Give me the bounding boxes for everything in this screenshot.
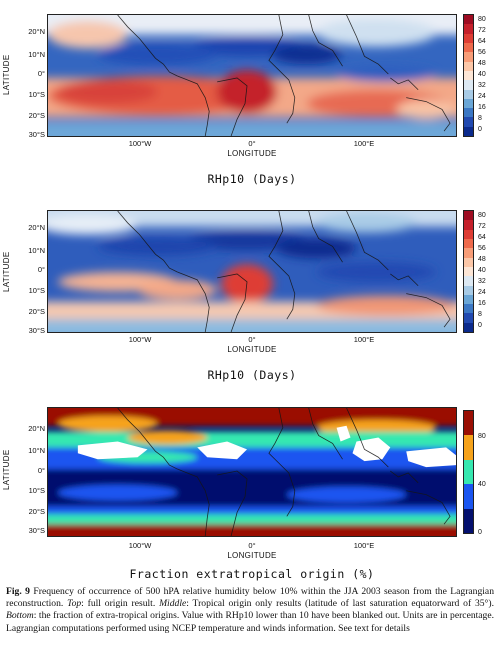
caption-text: Frequency of occurrence of 500 hPA relat… <box>6 586 494 610</box>
bottom-xlabel: LONGITUDE <box>227 551 277 560</box>
top-cb-tick: 48 <box>478 60 486 67</box>
top-lat-tick: 20°S <box>28 111 45 120</box>
top-lon-tick: 100°E <box>353 139 375 148</box>
bottom-map-field <box>48 408 456 536</box>
top-lat-tick: 20°N <box>28 27 45 36</box>
middle-xlabel: LONGITUDE <box>227 345 277 354</box>
middle-cb-tick: 24 <box>478 289 486 296</box>
top-cb-tick: 32 <box>478 82 486 89</box>
middle-cb-tick: 72 <box>478 223 486 230</box>
middle-lat-tick: 10°S <box>28 286 45 295</box>
top-cb-tick: 24 <box>478 93 486 100</box>
top-panel: LATITUDE 20°N 10°N 0° 10°S 20°S 30°S <box>0 0 499 190</box>
bottom-lon-tick: 0° <box>248 541 256 550</box>
bottom-lon-tick: 100°E <box>353 541 375 550</box>
top-subtitle: RHp10 (Days) <box>207 172 297 186</box>
middle-lat-tick: 10°N <box>28 246 45 255</box>
top-lat-tick: 0° <box>37 69 45 78</box>
middle-map <box>47 210 457 333</box>
middle-lat-tick: 30°S <box>28 326 45 335</box>
top-cb-tick: 40 <box>478 71 486 78</box>
bottom-lat-tick: 10°N <box>28 446 45 455</box>
middle-colorbar <box>463 210 474 333</box>
top-lon-tick: 0° <box>248 139 256 148</box>
top-lon-tick: 100°W <box>128 139 152 148</box>
top-cb-tick: 80 <box>478 16 486 23</box>
top-xlabel: LONGITUDE <box>227 149 277 158</box>
bottom-map <box>47 407 457 537</box>
bottom-subtitle: Fraction extratropical origin (%) <box>129 567 375 581</box>
middle-cb-tick: 0 <box>478 322 482 329</box>
top-cb-tick: 56 <box>478 49 486 56</box>
bottom-lon-tick: 100°W <box>128 541 152 550</box>
caption-top-label: Top <box>67 598 82 610</box>
bottom-lat-tick: 0° <box>37 466 45 475</box>
caption-fig-label: Fig. 9 <box>6 586 30 597</box>
middle-panel: LATITUDE 20°N 10°N 0° 10°S 20°S 30°S <box>2 210 486 382</box>
caption-bottom-label: Bottom <box>6 610 34 622</box>
middle-lat-tick: 20°N <box>28 223 45 232</box>
middle-cb-tick: 56 <box>478 245 486 252</box>
middle-cb-tick: 64 <box>478 234 486 241</box>
top-cb-tick: 8 <box>478 115 482 122</box>
bottom-ylabel: LATITUDE <box>2 449 11 491</box>
bottom-colorbar <box>463 410 474 534</box>
caption-text: : the fraction of extra-tropical origins… <box>6 610 494 634</box>
middle-map-field <box>48 211 456 332</box>
top-map-field <box>48 15 456 136</box>
bottom-lat-tick: 20°S <box>28 507 45 516</box>
middle-lon-tick: 100°E <box>353 335 375 344</box>
middle-lon-tick: 100°W <box>128 335 152 344</box>
middle-cb-tick: 8 <box>478 311 482 318</box>
caption-middle-label: Middle <box>159 598 187 610</box>
middle-cb-tick: 40 <box>478 267 486 274</box>
middle-cb-tick: 48 <box>478 256 486 263</box>
top-colorbar <box>463 14 474 137</box>
caption-text: : full origin result. <box>81 598 160 610</box>
top-cb-tick: 64 <box>478 38 486 45</box>
top-cb-tick: 16 <box>478 104 486 111</box>
top-map <box>47 14 457 137</box>
top-lat-tick: 10°S <box>28 90 45 99</box>
bottom-cb-tick: 80 <box>478 433 486 440</box>
figure-caption: Fig. 9 Frequency of occurrence of 500 hP… <box>6 586 494 635</box>
top-lat-tick: 10°N <box>28 50 45 59</box>
top-lat-tick: 30°S <box>28 130 45 139</box>
bottom-lat-tick: 10°S <box>28 486 45 495</box>
caption-text: : Tropical origin only results (latitude… <box>186 598 494 610</box>
middle-lon-tick: 0° <box>248 335 256 344</box>
bottom-panel: LATITUDE 20°N 10°N 0° 10°S 20°S 30°S <box>2 407 486 581</box>
bottom-lat-tick: 30°S <box>28 526 45 535</box>
middle-lat-tick: 20°S <box>28 307 45 316</box>
middle-cb-tick: 80 <box>478 212 486 219</box>
top-cb-tick: 0 <box>478 126 482 133</box>
top-cb-tick: 72 <box>478 27 486 34</box>
bottom-cb-tick: 40 <box>478 481 486 488</box>
middle-lat-tick: 0° <box>37 265 45 274</box>
bottom-cb-tick: 0 <box>478 529 482 536</box>
middle-cb-tick: 32 <box>478 278 486 285</box>
middle-subtitle: RHp10 (Days) <box>207 368 297 382</box>
middle-cb-tick: 16 <box>478 300 486 307</box>
bottom-lat-tick: 20°N <box>28 424 45 433</box>
